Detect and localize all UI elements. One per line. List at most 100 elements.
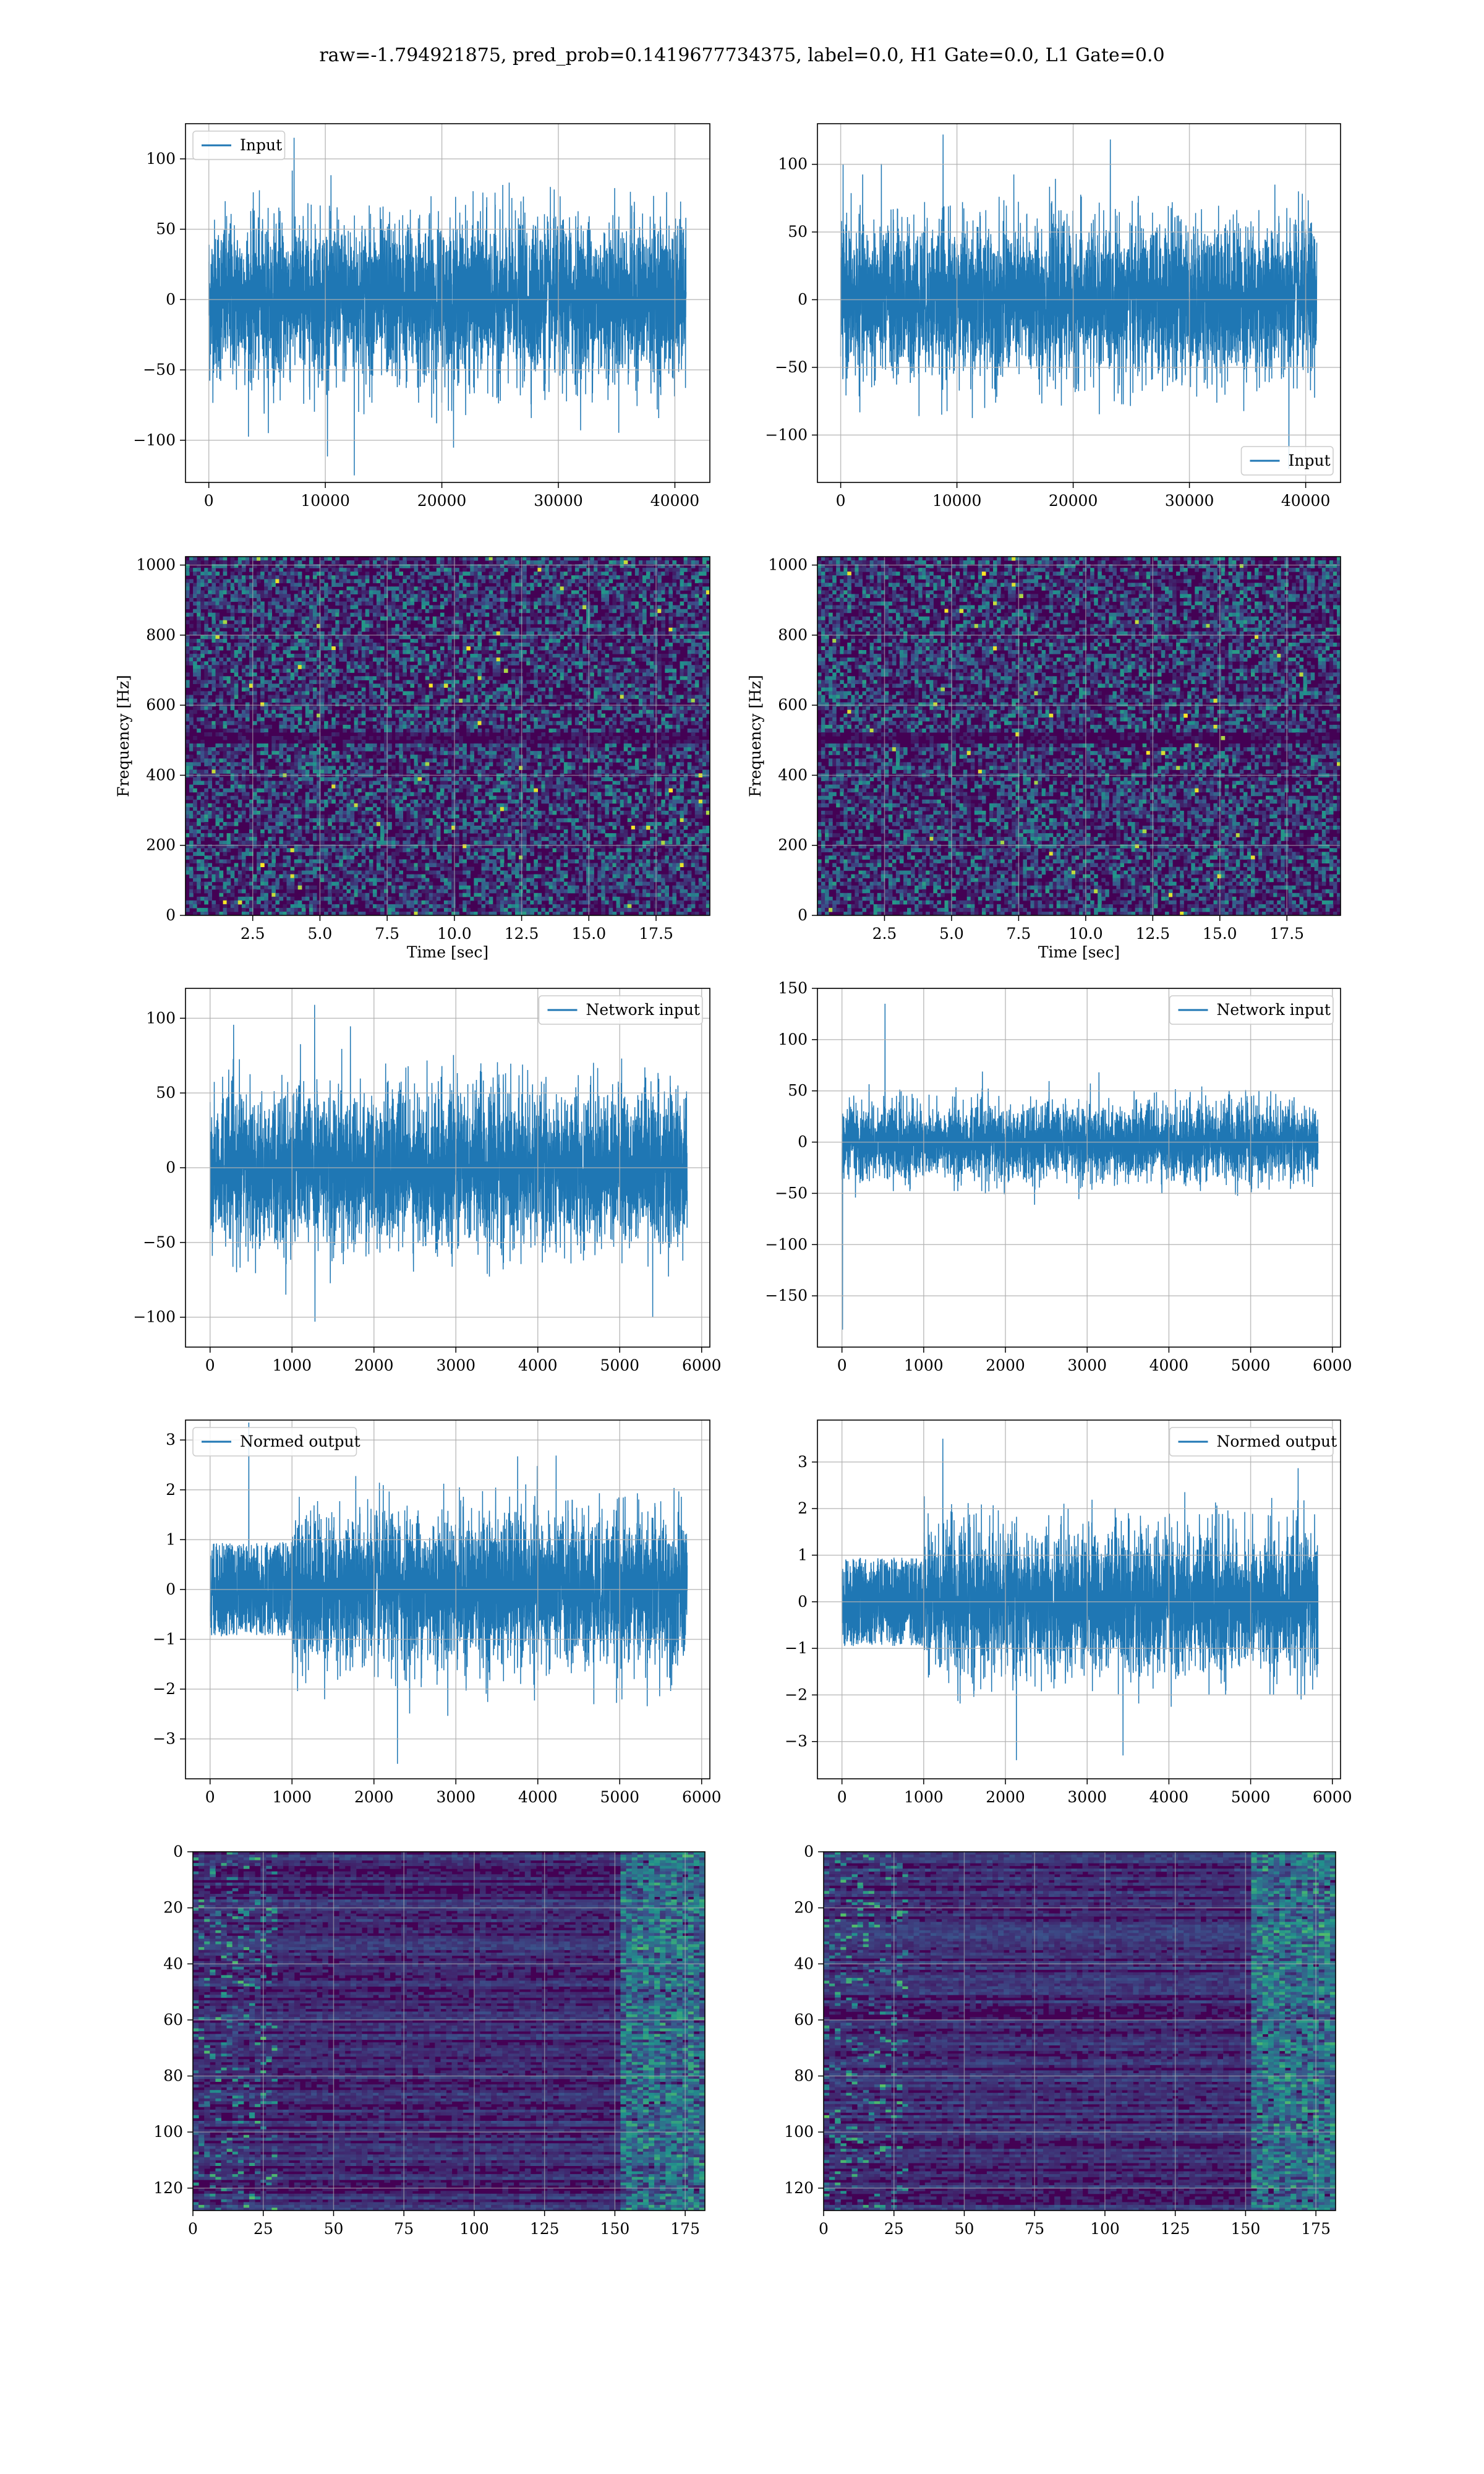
x-tick-label: 4000 xyxy=(1149,1356,1189,1374)
x-tick-label: 30000 xyxy=(1165,492,1214,510)
x-tick-label: 40000 xyxy=(1281,492,1331,510)
heatmap-image xyxy=(824,1852,1336,2211)
y-tick-label: 50 xyxy=(156,220,176,238)
y-tick-label: 40 xyxy=(794,1954,814,1972)
x-tick-label: 2000 xyxy=(986,1788,1025,1806)
grid xyxy=(817,557,1341,916)
y-tick-label: 200 xyxy=(146,836,176,854)
x-tick-label: 0 xyxy=(205,1356,215,1374)
y-tick-label: 0 xyxy=(166,1580,176,1598)
y-tick-label: −50 xyxy=(775,358,808,376)
x-tick-label: 1000 xyxy=(272,1788,312,1806)
series-line xyxy=(841,1439,1319,1760)
series-line xyxy=(841,1003,1319,1330)
y-tick-label: −100 xyxy=(133,1308,176,1326)
series-line xyxy=(210,1422,688,1764)
x-tick-label: 17.5 xyxy=(639,925,673,943)
normed-output-h1-panel: 0 1000 2000 3000 4000 5000 6000 −3 −2 −1 0 1 2 3 Norme… xyxy=(153,1419,722,1806)
x-tick-label: 50 xyxy=(324,2220,344,2238)
y-tick-label: 100 xyxy=(146,1009,176,1027)
x-tick-label: 5000 xyxy=(1231,1788,1271,1806)
y-tick-label: 100 xyxy=(778,1030,808,1048)
x-tick-label: 125 xyxy=(530,2220,560,2238)
x-tick-label: 12.5 xyxy=(1135,925,1170,943)
legend-label: Network input xyxy=(1217,1001,1331,1019)
y-tick-label: 120 xyxy=(784,2179,814,2197)
legend: Network input xyxy=(1169,995,1334,1025)
y-tick-label: 0 xyxy=(173,1843,183,1860)
y-tick-label: 60 xyxy=(163,2011,183,2029)
x-tick-label: 6000 xyxy=(1313,1788,1352,1806)
y-tick-label: −3 xyxy=(153,1730,176,1748)
y-tick-label: −100 xyxy=(133,431,176,449)
x-tick-label: 125 xyxy=(1161,2220,1190,2238)
y-tick-label: 100 xyxy=(153,2123,183,2141)
normed-output-l1-panel: 0 1000 2000 3000 4000 5000 6000 −3 −2 −1 0 1 2 3 Norme… xyxy=(785,1419,1352,1806)
legend-label: Input xyxy=(240,136,282,154)
axes-frame xyxy=(817,1419,1341,1779)
x-tick-label: 6000 xyxy=(682,1788,722,1806)
y-tick-label: 50 xyxy=(788,1082,808,1100)
x-tick-label: 5000 xyxy=(600,1788,639,1806)
x-tick-label: 1000 xyxy=(904,1356,944,1374)
legend: Input xyxy=(192,131,286,160)
x-tick-label: 3000 xyxy=(1067,1356,1107,1374)
x-tick-label: 6000 xyxy=(1313,1356,1352,1374)
feature-map-l1-panel: 0 25 50 75 100 125 150 175 0 20 40 60 80 100 120 xyxy=(784,1843,1336,2238)
y-tick-label: 0 xyxy=(798,291,808,309)
figure-title: raw=-1.794921875, pred_prob=0.1419677734… xyxy=(0,45,1484,66)
x-tick-label: 0 xyxy=(836,492,846,510)
y-tick-label: −1 xyxy=(785,1639,808,1657)
x-tick-label: 3000 xyxy=(436,1356,475,1374)
x-tick-label: 5.0 xyxy=(308,925,333,943)
series-line xyxy=(840,134,1318,469)
y-tick-label: −50 xyxy=(143,1233,176,1251)
legend-label: Normed output xyxy=(1217,1432,1337,1450)
legend-label: Normed output xyxy=(240,1432,360,1450)
y-tick-label: −100 xyxy=(765,426,808,443)
y-axis-label: Frequency [Hz] xyxy=(114,675,132,797)
grid xyxy=(186,1420,710,1779)
y-tick-label: −2 xyxy=(153,1680,176,1698)
x-tick-label: 0 xyxy=(837,1788,847,1806)
series-line xyxy=(210,1004,688,1322)
y-tick-label: 80 xyxy=(163,2067,183,2085)
x-axis-label: Time [sec] xyxy=(1038,943,1120,961)
y-tick-label: 0 xyxy=(166,906,176,924)
y-tick-label: 0 xyxy=(804,1843,814,1860)
y-tick-label: −1 xyxy=(153,1630,176,1648)
y-tick-label: 400 xyxy=(778,766,808,784)
x-tick-label: 1000 xyxy=(904,1788,944,1806)
x-tick-label: 15.0 xyxy=(571,925,606,943)
axes-frame xyxy=(823,1851,1336,2211)
x-tick-label: 20000 xyxy=(1049,492,1098,510)
x-tick-label: 0 xyxy=(188,2220,198,2238)
x-tick-label: 10000 xyxy=(932,492,982,510)
x-tick-label: 5000 xyxy=(1231,1356,1271,1374)
x-tick-label: 50 xyxy=(955,2220,974,2238)
x-tick-label: 0 xyxy=(819,2220,829,2238)
y-tick-label: 100 xyxy=(784,2123,814,2141)
legend: Network input xyxy=(538,995,703,1025)
y-tick-label: 50 xyxy=(156,1084,176,1102)
x-tick-label: 17.5 xyxy=(1269,925,1304,943)
axes-frame xyxy=(185,1419,710,1779)
y-tick-label: 50 xyxy=(788,223,808,241)
grid xyxy=(186,988,710,1347)
x-tick-label: 15.0 xyxy=(1203,925,1237,943)
x-axis-label: Time [sec] xyxy=(407,943,488,961)
spectrogram-l1-panel: 2.5 5.0 7.5 10.0 12.5 15.0 17.5 0 200 400 600 800 10… xyxy=(746,556,1341,961)
x-tick-label: 20000 xyxy=(417,492,467,510)
y-tick-label: 400 xyxy=(146,766,176,784)
x-tick-label: 150 xyxy=(600,2220,630,2238)
legend: Input xyxy=(1240,446,1334,476)
y-tick-label: 200 xyxy=(778,836,808,854)
x-tick-label: 40000 xyxy=(650,492,700,510)
x-tick-label: 4000 xyxy=(1149,1788,1189,1806)
x-tick-label: 7.5 xyxy=(1007,925,1031,943)
x-tick-label: 100 xyxy=(1090,2220,1120,2238)
y-tick-label: 3 xyxy=(798,1453,808,1471)
feature-map-h1-panel: 0 25 50 75 100 125 150 175 0 20 40 60 80 100 120 xyxy=(153,1843,706,2238)
grid xyxy=(186,124,710,482)
